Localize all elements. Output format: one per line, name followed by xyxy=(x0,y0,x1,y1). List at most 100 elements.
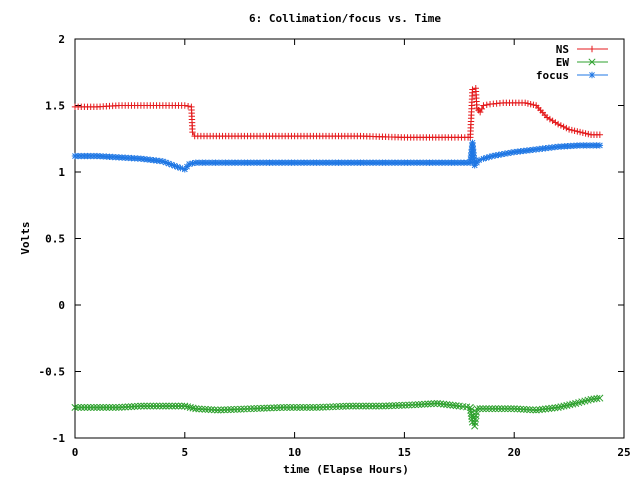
data-point xyxy=(105,403,114,411)
data-point xyxy=(177,164,184,172)
data-point xyxy=(342,402,350,410)
data-point xyxy=(470,149,477,156)
data-point xyxy=(526,406,534,414)
data-point xyxy=(576,142,584,149)
data-point xyxy=(293,403,301,411)
data-point xyxy=(326,403,334,411)
data-point xyxy=(233,405,242,413)
data-point xyxy=(421,400,429,408)
y-tick-label: 1.5 xyxy=(45,100,65,113)
data-point xyxy=(280,403,288,411)
data-point xyxy=(530,101,537,109)
data-point xyxy=(593,394,601,403)
data-point xyxy=(80,403,88,411)
data-point xyxy=(109,403,117,411)
data-point xyxy=(171,402,179,410)
data-point xyxy=(329,403,337,411)
data-point xyxy=(313,403,321,411)
data-point xyxy=(411,401,419,409)
data-point xyxy=(178,402,186,410)
legend-marker xyxy=(588,58,596,66)
data-point xyxy=(488,405,496,413)
legend-marker xyxy=(588,71,596,79)
data-point xyxy=(590,395,598,403)
data-point xyxy=(369,402,377,410)
data-point xyxy=(146,402,154,410)
data-point xyxy=(253,404,261,413)
data-point xyxy=(392,401,400,410)
data-point xyxy=(551,404,559,412)
data-point xyxy=(124,403,132,411)
data-point xyxy=(527,100,534,108)
data-point xyxy=(471,158,478,166)
data-point xyxy=(257,404,265,412)
data-point xyxy=(93,403,101,411)
series-ew xyxy=(71,394,604,430)
data-point xyxy=(596,142,604,149)
data-point xyxy=(469,139,476,146)
x-tick-label: 10 xyxy=(288,446,301,459)
data-point xyxy=(580,142,587,149)
data-point xyxy=(195,405,203,413)
data-point xyxy=(165,160,172,167)
data-point xyxy=(162,402,170,410)
data-point xyxy=(332,403,340,411)
data-point xyxy=(542,405,550,413)
data-point xyxy=(90,403,98,411)
data-point xyxy=(260,404,268,412)
data-point xyxy=(174,163,181,171)
y-tick-label: -1 xyxy=(52,432,66,445)
data-point xyxy=(134,402,142,410)
data-point xyxy=(482,405,490,413)
y-tick-label: 2 xyxy=(58,33,65,46)
data-point xyxy=(201,405,209,413)
data-point xyxy=(121,403,129,411)
data-point xyxy=(198,405,206,413)
data-point xyxy=(339,402,347,410)
x-axis-label: time (Elapse Hours) xyxy=(283,463,409,476)
data-point xyxy=(491,405,499,413)
data-point xyxy=(189,160,196,167)
data-point xyxy=(501,150,508,157)
data-point xyxy=(71,403,79,411)
data-point xyxy=(557,122,565,129)
data-point xyxy=(521,99,529,107)
data-point xyxy=(214,406,222,414)
data-point xyxy=(378,402,386,410)
data-point xyxy=(498,151,505,158)
y-tick-label: -0.5 xyxy=(39,366,66,379)
data-point xyxy=(473,405,481,413)
data-point xyxy=(131,402,139,411)
data-point xyxy=(202,159,209,166)
data-point xyxy=(446,401,454,409)
data-point xyxy=(469,146,477,153)
data-point xyxy=(306,403,314,411)
data-point xyxy=(195,159,203,166)
data-point xyxy=(476,108,484,116)
data-point xyxy=(476,405,484,413)
x-tick-label: 15 xyxy=(398,446,411,459)
data-point xyxy=(565,126,573,133)
data-point xyxy=(408,401,416,409)
data-point xyxy=(263,404,271,412)
data-point xyxy=(430,400,438,408)
data-point xyxy=(266,404,274,412)
chart-title: 6: Collimation/focus vs. Time xyxy=(249,12,441,25)
data-point xyxy=(336,402,344,411)
data-point xyxy=(388,402,396,410)
data-point xyxy=(478,105,486,113)
data-point xyxy=(418,400,426,408)
data-point xyxy=(165,402,173,410)
data-point xyxy=(466,403,474,411)
data-point xyxy=(189,128,196,136)
data-point xyxy=(224,406,232,414)
data-point xyxy=(212,159,219,166)
data-point xyxy=(494,405,503,413)
data-point xyxy=(283,403,291,411)
x-tick-label: 0 xyxy=(72,446,79,459)
data-point xyxy=(189,404,197,412)
data-point xyxy=(590,142,597,149)
data-point xyxy=(162,159,169,166)
data-point xyxy=(424,400,432,408)
